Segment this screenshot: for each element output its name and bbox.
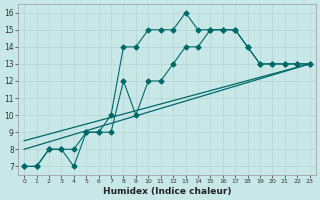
X-axis label: Humidex (Indice chaleur): Humidex (Indice chaleur) [103, 187, 231, 196]
